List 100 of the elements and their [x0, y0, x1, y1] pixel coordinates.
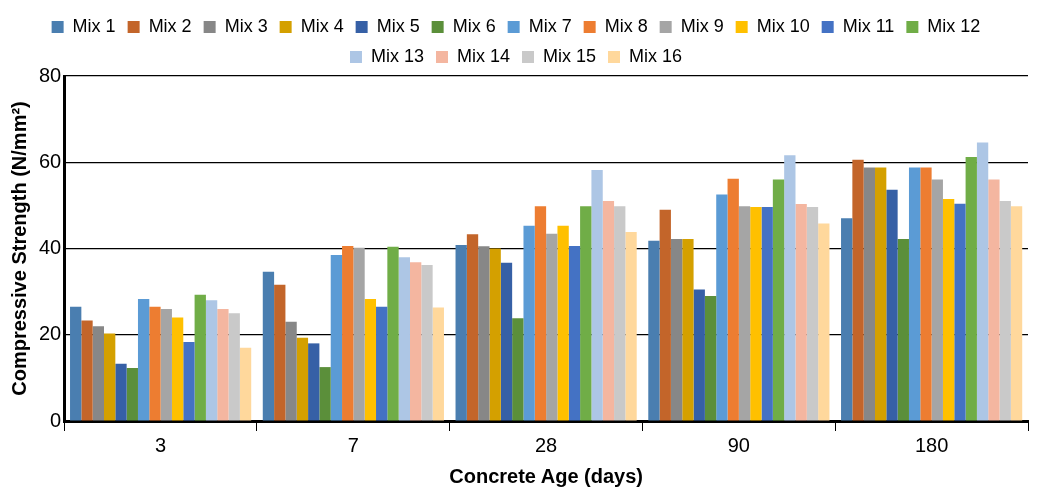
- bar: [602, 201, 615, 421]
- bar: [364, 298, 377, 421]
- bar: [81, 320, 93, 421]
- bar: [716, 194, 728, 421]
- bar: [330, 254, 343, 421]
- bar: [239, 347, 252, 421]
- bar: [999, 201, 1011, 421]
- bar: [557, 225, 569, 421]
- legend-label: Mix 9: [680, 15, 724, 36]
- bar: [704, 295, 717, 421]
- legend-label: Mix 7: [528, 15, 572, 36]
- bar: [274, 284, 286, 421]
- legend-label: Mix 15: [543, 45, 597, 66]
- bar: [988, 179, 1000, 421]
- bar: [137, 298, 150, 421]
- bar: [920, 167, 932, 421]
- bar: [625, 232, 637, 421]
- bar: [852, 159, 864, 421]
- y-tick-label: 0: [50, 408, 62, 431]
- bar: [875, 167, 887, 421]
- bar: [262, 271, 275, 421]
- bar: [648, 240, 660, 421]
- bar: [342, 245, 354, 421]
- bar: [580, 206, 592, 421]
- legend-label: Mix 2: [148, 15, 192, 36]
- bar: [489, 248, 501, 421]
- bar: [534, 206, 547, 421]
- legend-label: Mix 4: [300, 15, 344, 36]
- bar: [682, 239, 694, 421]
- bar: [183, 342, 195, 421]
- bar: [897, 239, 909, 421]
- bar: [954, 203, 966, 421]
- legend-label: Mix 10: [756, 15, 810, 36]
- bar: [512, 318, 524, 421]
- bar: [976, 142, 989, 421]
- y-tick-label: 60: [39, 149, 62, 172]
- bar: [784, 155, 796, 421]
- bar: [863, 167, 875, 421]
- legend-label: Mix 14: [456, 45, 510, 66]
- bar: [387, 246, 399, 421]
- bar: [727, 178, 739, 421]
- bar: [421, 264, 433, 421]
- legend-label: Mix 8: [604, 15, 648, 36]
- bar: [398, 257, 410, 421]
- x-axis-title: Concrete Age (days): [449, 464, 643, 487]
- bar: [104, 333, 116, 421]
- bar: [70, 306, 82, 421]
- bar: [965, 157, 977, 421]
- bar: [795, 204, 807, 421]
- bar: [285, 321, 297, 421]
- bar: [432, 307, 444, 421]
- bar: [296, 337, 309, 421]
- bar: [693, 289, 705, 421]
- legend-label: Mix 12: [927, 15, 981, 36]
- bar: [772, 179, 785, 421]
- bar: [478, 246, 490, 421]
- x-tick-label: 7: [347, 433, 359, 456]
- bar: [319, 367, 331, 421]
- bar: [455, 245, 467, 421]
- bar: [738, 206, 751, 421]
- bar: [931, 179, 943, 421]
- bar: [523, 225, 535, 421]
- bar: [217, 308, 229, 421]
- y-tick-label: 40: [39, 236, 62, 259]
- legend-label: Mix 13: [370, 45, 424, 66]
- bar: [126, 367, 138, 421]
- bar: [670, 239, 683, 421]
- bar: [228, 313, 240, 421]
- bar: [171, 317, 184, 421]
- bar: [591, 170, 603, 421]
- bar: [818, 223, 830, 421]
- legend-label: Mix 3: [224, 15, 268, 36]
- x-tick-label: 90: [727, 433, 750, 456]
- bar: [160, 308, 172, 421]
- bar: [149, 306, 161, 421]
- bar: [659, 209, 671, 421]
- bar: [409, 262, 422, 421]
- bar: [1010, 206, 1023, 421]
- legend-label: Mix 1: [72, 15, 116, 36]
- legend-label: Mix 16: [629, 45, 683, 66]
- bar: [761, 207, 773, 421]
- bar: [942, 198, 955, 421]
- bar: [806, 207, 819, 421]
- bar: [568, 245, 581, 421]
- x-tick-label: 3: [155, 433, 167, 456]
- x-tick-label: 28: [535, 433, 558, 456]
- bar: [194, 294, 206, 421]
- bar: [92, 326, 104, 421]
- legend-label: Mix 5: [376, 15, 420, 36]
- bar: [841, 218, 853, 421]
- legend-label: Mix 6: [452, 15, 496, 36]
- x-tick-label: 180: [914, 433, 949, 456]
- bar: [353, 247, 365, 421]
- bar: [205, 300, 218, 421]
- bar: [115, 363, 127, 421]
- bar: [546, 233, 558, 421]
- y-tick-label: 20: [39, 322, 62, 345]
- y-axis-title: Compressive Strength (N/mm²): [7, 101, 30, 396]
- bar: [500, 262, 513, 421]
- legend-label: Mix 11: [842, 15, 895, 36]
